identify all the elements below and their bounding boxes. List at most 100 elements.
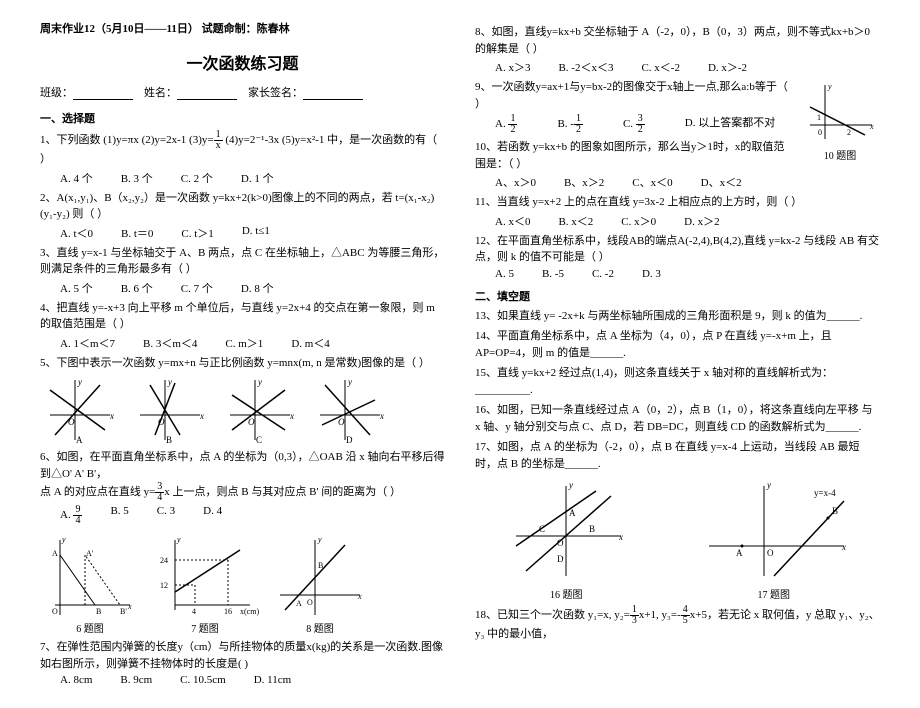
svg-text:24: 24 (160, 556, 168, 565)
svg-text:O: O (338, 417, 345, 427)
svg-text:C: C (256, 435, 262, 445)
doc-title: 一次函数练习题 (40, 50, 445, 74)
svg-text:y: y (167, 377, 172, 387)
blank-name[interactable] (177, 87, 237, 100)
q11: 11、当直线 y=x+2 上的点在直线 y=3x-2 上相应点的上方时，则（ ） (475, 194, 880, 211)
q8-opt-c: C. x＜-2 (641, 59, 680, 75)
q3-opts: A. 5 个 B. 6 个 C. 7 个 D. 8 个 (60, 280, 445, 296)
blank-parent[interactable] (303, 87, 363, 100)
svg-text:x: x (109, 411, 114, 421)
q8-opt-b: B. -2＜x＜3 (558, 59, 613, 75)
svg-text:C: C (539, 524, 545, 534)
q5-graph-d: xyOD (310, 375, 390, 445)
q11-opts: A. x＜0 B. x＜2 C. x＞0 D. x＞2 (495, 213, 880, 229)
caption-8: 8 题图 (270, 620, 370, 635)
svg-text:y: y (61, 535, 66, 544)
q2-opt-c: C. t＞1 (181, 225, 213, 241)
svg-text:B: B (96, 607, 101, 616)
svg-text:A: A (736, 548, 743, 558)
svg-text:O: O (307, 598, 313, 607)
label-parent: 家长签名： (248, 87, 303, 99)
caption-7: 7 题图 (150, 620, 260, 635)
svg-text:B: B (166, 435, 172, 445)
q8-opt-d: D. x＞-2 (708, 59, 747, 75)
q6-t2: 点 A 的对应点在直线 y= (40, 486, 155, 498)
svg-text:x: x (289, 411, 294, 421)
q18-t1: 18、已知三个一次函数 y₁=x, y₂= (475, 609, 630, 621)
q8-opt-a: A. x＞3 (495, 59, 530, 75)
section-2-title: 二、填空题 (475, 288, 880, 304)
q6-opts: A. 94 B. 5 C. 3 D. 4 (60, 505, 445, 526)
q18-t2: x+1, y₃=- (639, 609, 681, 621)
q7: 7、在弹性范围内弹簧的长度y（cm）与所挂物体的质量x(kg)的关系是一次函数.… (40, 639, 445, 672)
doc-header: 周末作业12（5月10日——11日） 试题命制：陈春林 (40, 20, 445, 36)
q6-opt-b: B. 5 (110, 505, 128, 526)
blank-class[interactable] (73, 87, 133, 100)
q17: 17、如图，点 A 的坐标为（-2，0），点 B 在直线 y=x-4 上运动，当… (475, 439, 880, 472)
q3-opt-a: A. 5 个 (60, 280, 93, 296)
q13: 13、如果直线 y= -2x+k 与两坐标轴所围成的三角形面积是 9，则 k 的… (475, 308, 880, 325)
q6-q7-q8-graphs: AA'BB'Oxy 6 题图 2412416x(cm)y 7 题图 ABxyO … (40, 530, 445, 635)
graph-6: AA'BB'Oxy 6 题图 (40, 530, 140, 635)
q3-opt-d: D. 8 个 (241, 280, 274, 296)
caption-16: 16 题图 (501, 586, 631, 601)
frac-13: 13 (630, 605, 639, 626)
svg-text:A: A (569, 508, 576, 518)
svg-text:2: 2 (847, 128, 851, 137)
q16-q17-graphs: xyOABCD 16 题图 xyOABy=x-4 17 题图 (475, 476, 880, 601)
q12-opt-c: C. -2 (592, 268, 614, 280)
q12-opt-d: D. 3 (642, 268, 661, 280)
svg-text:y=x-4: y=x-4 (814, 488, 836, 498)
q10-opt-a: A、x＞0 (495, 174, 536, 190)
svg-text:A: A (52, 549, 58, 558)
q10-opt-c: C、x＜0 (632, 174, 672, 190)
q6-t3: x 上一点，则点 B 与其对应点 B' 间的距离为（ ） (164, 486, 401, 498)
q1-text1: 1、下列函数 (1)y=πx (2)y=2x-1 (3)y= (40, 134, 214, 146)
q4-opt-d: D. m＜4 (291, 335, 330, 351)
q3-opt-c: C. 7 个 (181, 280, 213, 296)
q4-opt-b: B. 3＜m＜4 (143, 335, 197, 351)
graph-17: xyOABy=x-4 17 题图 (694, 476, 854, 601)
svg-text:D: D (557, 554, 564, 564)
svg-text:B: B (318, 561, 323, 570)
q1-opt-a: A. 4 个 (60, 170, 93, 186)
q7-opt-d: D. 11cm (254, 674, 291, 686)
q6-t1: 6、如图，在平面直角坐标系中，点 A 的坐标为（0,3），△OAB 沿 x 轴向… (40, 451, 445, 480)
q6: 6、如图，在平面直角坐标系中，点 A 的坐标为（0,3），△OAB 沿 x 轴向… (40, 449, 445, 503)
q8: 8、如图，直线y=kx+b 交坐标轴于 A（-2，0），B（0，3）两点，则不等… (475, 24, 880, 57)
q10-opt-d: D、x＜2 (701, 174, 742, 190)
q5-graphs: xyOA xyOB xyOC xyOD (40, 375, 445, 445)
q2: 2、A(x₁,y₁)、B（x₂,y₂）是一次函数 y=kx+2(k>0)图像上的… (40, 190, 445, 223)
q5-graph-a: xyOA (40, 375, 120, 445)
q7-opt-a: A. 8cm (60, 674, 92, 686)
q9-opt-b: B. -12 (557, 114, 583, 135)
q1-opt-b: B. 3 个 (121, 170, 153, 186)
q6-opt-d: D. 4 (203, 505, 222, 526)
svg-text:O: O (767, 548, 774, 558)
svg-text:O: O (68, 417, 75, 427)
svg-text:y: y (317, 535, 322, 544)
label-class: 班级： (40, 87, 73, 99)
q1: 1、下列函数 (1)y=πx (2)y=2x-1 (3)y=1x (4)y=2⁻… (40, 130, 445, 168)
svg-text:A': A' (86, 549, 94, 558)
q2-opt-d: D. t≤1 (242, 225, 270, 241)
svg-text:x: x (379, 411, 384, 421)
q3: 3、直线 y=x-1 与坐标轴交于 A、B 两点，点 C 在坐标轴上，△ABC … (40, 245, 445, 278)
frac-1x: 1x (214, 130, 223, 151)
svg-text:y: y (766, 480, 771, 490)
q4: 4、把直线 y=-x+3 向上平移 m 个单位后，与直线 y=2x+4 的交点在… (40, 300, 445, 333)
q16: 16、如图，已知一条直线经过点 A（0，2），点 B（1，0），将这条直线向左平… (475, 402, 880, 435)
svg-text:x: x (841, 542, 846, 552)
frac-34: 34 (155, 482, 164, 503)
q11-opt-a: A. x＜0 (495, 213, 530, 229)
q3-opt-b: B. 6 个 (121, 280, 153, 296)
graph-10: 102xy 10 题图 (800, 77, 880, 162)
svg-text:x: x (869, 122, 874, 131)
svg-text:12: 12 (160, 581, 168, 590)
graph-7: 2412416x(cm)y 7 题图 (150, 530, 260, 635)
svg-text:y: y (176, 535, 181, 544)
q7-opts: A. 8cm B. 9cm C. 10.5cm D. 11cm (60, 674, 445, 686)
caption-17: 17 题图 (694, 586, 854, 601)
q2-opt-b: B. t＝0 (121, 225, 153, 241)
svg-text:O: O (52, 607, 58, 616)
